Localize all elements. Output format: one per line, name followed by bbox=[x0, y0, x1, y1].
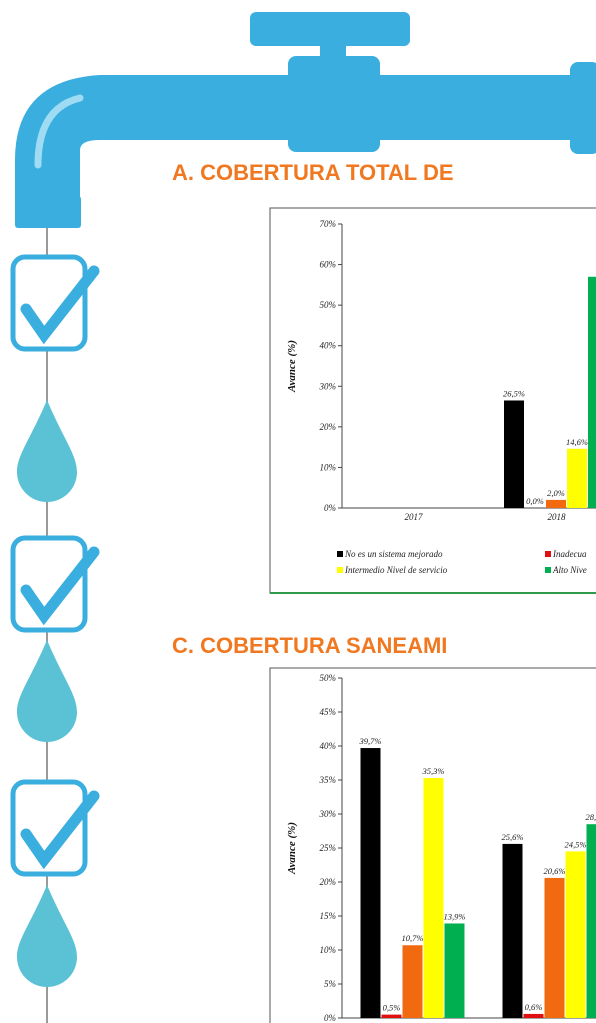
y-tick-label: 50% bbox=[320, 673, 337, 683]
data-label: 26,5% bbox=[503, 388, 525, 398]
y-tick-label: 15% bbox=[320, 911, 337, 921]
checkboxes bbox=[10, 254, 100, 877]
data-label: 35,3% bbox=[422, 766, 445, 776]
data-label: 39,7% bbox=[359, 736, 382, 746]
data-label: 10,7% bbox=[402, 933, 424, 943]
y-tick-label: 10% bbox=[320, 462, 337, 472]
y-tick-label: 30% bbox=[319, 809, 337, 819]
bar bbox=[567, 448, 587, 508]
bar bbox=[544, 877, 565, 1018]
section-heading: A. COBERTURA TOTAL DE bbox=[172, 160, 454, 185]
data-label: 20,6% bbox=[544, 866, 566, 876]
bar bbox=[586, 824, 596, 1018]
bar bbox=[588, 276, 596, 508]
legend-label: Intermedio Nivel de servicio bbox=[344, 565, 448, 575]
data-label: 0,0% bbox=[526, 496, 544, 506]
bar bbox=[360, 748, 381, 1018]
y-tick-label: 40% bbox=[320, 341, 337, 351]
data-label: 25,6% bbox=[502, 832, 524, 842]
data-label: 0,6% bbox=[525, 1002, 543, 1012]
y-tick-label: 50% bbox=[320, 300, 337, 310]
legend-label: Inadecua bbox=[552, 549, 587, 559]
legend-swatch bbox=[545, 551, 551, 557]
legend-swatch bbox=[337, 567, 343, 573]
y-tick-label: 0% bbox=[324, 503, 336, 513]
y-axis-label: Avance (%) bbox=[286, 340, 298, 393]
bar bbox=[423, 777, 444, 1018]
y-tick-label: 0% bbox=[324, 1013, 336, 1023]
data-label: 24,5% bbox=[565, 839, 587, 849]
x-tick-label: 2017 bbox=[405, 512, 424, 522]
section-heading: C. COBERTURA SANEAMI bbox=[172, 633, 447, 658]
y-tick-label: 35% bbox=[319, 775, 337, 785]
chart-frame bbox=[269, 207, 596, 594]
y-tick-label: 30% bbox=[319, 381, 337, 391]
data-label: 13,9% bbox=[444, 911, 466, 921]
y-tick-label: 20% bbox=[320, 877, 337, 887]
drops bbox=[17, 400, 77, 987]
y-tick-label: 60% bbox=[320, 260, 337, 270]
y-axis-label: Avance (%) bbox=[286, 822, 298, 875]
y-tick-label: 25% bbox=[320, 843, 337, 853]
y-tick-label: 40% bbox=[320, 741, 337, 751]
data-label: 2,0% bbox=[547, 488, 565, 498]
legend-swatch bbox=[545, 567, 551, 573]
bar bbox=[504, 400, 524, 508]
bar bbox=[402, 945, 423, 1018]
bar bbox=[523, 1013, 544, 1018]
data-label: 28,5% bbox=[586, 812, 596, 822]
y-tick-label: 20% bbox=[320, 422, 337, 432]
y-tick-label: 10% bbox=[320, 945, 337, 955]
bar bbox=[565, 851, 586, 1018]
bar bbox=[502, 843, 523, 1018]
bar bbox=[381, 1014, 402, 1018]
legend-label: Alto Nive bbox=[552, 565, 587, 575]
legend-label: No es un sistema mejorado bbox=[344, 549, 443, 559]
x-tick-label: 2018 bbox=[548, 512, 567, 522]
data-label: 14,6% bbox=[566, 437, 588, 447]
faucet bbox=[15, 12, 596, 228]
y-tick-label: 45% bbox=[320, 707, 337, 717]
y-tick-label: 5% bbox=[324, 979, 336, 989]
legend-swatch bbox=[337, 551, 343, 557]
data-label: 0,5% bbox=[383, 1003, 401, 1013]
bar bbox=[444, 923, 465, 1018]
y-tick-label: 70% bbox=[320, 219, 337, 229]
bar bbox=[546, 499, 566, 508]
